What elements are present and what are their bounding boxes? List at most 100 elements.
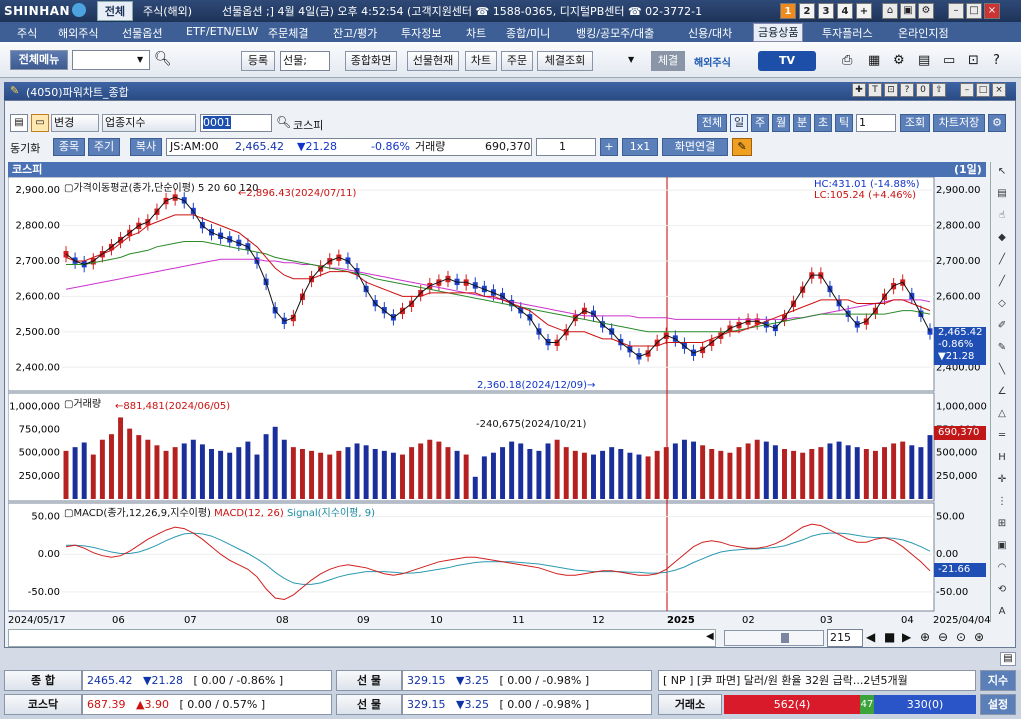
news-ticker[interactable]: [ NP ] [尹 파면] 달러/원 환율 32원 급락...2년5개월 [658, 670, 976, 691]
all-menu-button[interactable]: 전체메뉴 [10, 50, 68, 70]
fibonacci-icon[interactable]: ⋮ [997, 496, 1007, 507]
box-icon[interactable]: ▣ [997, 540, 1007, 551]
stop-icon[interactable]: ■ [884, 630, 896, 644]
screen-icon[interactable]: ▭ [943, 53, 956, 68]
zero-icon[interactable]: 0 [916, 83, 930, 97]
zoom-reset-icon[interactable]: ⊙ [956, 630, 967, 644]
brush-icon[interactable]: ✎ [997, 342, 1007, 353]
zoom-slider[interactable] [724, 630, 824, 646]
menu-item[interactable]: 투자플러스 [822, 27, 873, 40]
chevron-down-icon[interactable]: ▼ [137, 55, 144, 64]
chevron-down-icon[interactable]: ▼ [628, 55, 635, 64]
all-icon[interactable]: ◆ [998, 232, 1006, 243]
period-week[interactable]: 주 [751, 114, 769, 132]
sync-period-button[interactable]: 주기 [88, 138, 120, 156]
code-input[interactable]: 0001 [200, 114, 272, 132]
close-icon[interactable]: × [992, 83, 1006, 97]
sync-stock-button[interactable]: 종목 [53, 138, 85, 156]
menu-item[interactable]: 해외주식 [58, 27, 99, 40]
menu-item[interactable]: 금융상품 [753, 23, 804, 42]
maximize-icon[interactable]: □ [966, 3, 982, 19]
window-number-2[interactable]: 2 [799, 3, 815, 19]
search-icon[interactable]: 🔍︎ [276, 115, 292, 129]
link-screen-button[interactable]: 화면연결 [662, 138, 728, 156]
vline-icon[interactable]: H [998, 452, 1006, 463]
order-button[interactable]: 주문 [501, 51, 533, 71]
hline-icon[interactable]: ═ [998, 430, 1006, 441]
arc-icon[interactable]: ◠ [997, 562, 1007, 573]
overseas-stock-link[interactable]: 해외주식 [694, 58, 731, 69]
zoom-in-icon[interactable]: ⊕ [920, 630, 931, 644]
futures-select[interactable]: 선물; [280, 51, 330, 71]
index-button[interactable]: 지수 [980, 670, 1016, 691]
menu-item[interactable]: 신용/대차 [688, 27, 733, 40]
close-icon[interactable]: × [984, 3, 1000, 19]
period-month[interactable]: 월 [772, 114, 790, 132]
period-count-input[interactable]: 1 [856, 114, 896, 132]
menu-item[interactable]: 종합/미니 [506, 27, 551, 40]
tab-all[interactable]: 전체 [97, 1, 133, 21]
menu-item[interactable]: 온라인지점 [898, 27, 949, 40]
copy-button[interactable]: 복사 [130, 138, 162, 156]
save-chart-button[interactable]: 차트저장 [933, 114, 985, 132]
pin-icon[interactable]: ⇧ [932, 83, 946, 97]
arrow-icon[interactable]: ↖ [997, 166, 1007, 177]
zoom-fit-icon[interactable]: ⊛ [974, 630, 985, 644]
search-button[interactable]: 조회 [900, 114, 930, 132]
add-button[interactable]: + [600, 138, 618, 156]
contract-inquiry-button[interactable]: 체결조회 [537, 51, 593, 71]
change-select[interactable]: 변경 [51, 114, 99, 132]
futures-current-button[interactable]: 선물현재 [407, 51, 459, 71]
play-icon[interactable]: ▶ [902, 630, 912, 644]
period-day[interactable]: 일 [730, 114, 748, 132]
play-back-icon[interactable]: ◀ [866, 630, 876, 644]
search-icon[interactable]: 🔍︎ [154, 51, 172, 67]
count-select[interactable]: 1 [536, 138, 596, 156]
ray-icon[interactable]: ╲ [998, 364, 1006, 375]
cross-arrow-icon[interactable]: ✛ [997, 474, 1007, 485]
fixed-icon[interactable]: ⊡ [884, 83, 898, 97]
gear-icon[interactable]: ⚙ [893, 53, 905, 68]
menu-item[interactable]: 잔고/평가 [333, 27, 378, 40]
contract-button[interactable]: 체결 [651, 51, 685, 71]
gear-icon[interactable]: ⚙ [988, 114, 1006, 132]
printer-icon[interactable]: ⎙ [842, 53, 853, 68]
menu-item[interactable]: 선물옵션 [122, 27, 163, 40]
line-icon[interactable]: ╱ [998, 254, 1006, 265]
crosshair-icon[interactable]: ▤ [997, 188, 1007, 199]
trendline-icon[interactable]: ╱ [998, 276, 1006, 287]
triangle-icon[interactable]: △ [998, 408, 1006, 419]
menu-item[interactable]: ETF/ETN/ELW [186, 25, 259, 38]
zoom-out-icon[interactable]: ⊖ [938, 630, 949, 644]
angle-icon[interactable]: ∠ [997, 386, 1007, 397]
template-icon[interactable]: T [868, 83, 882, 97]
pointer-icon[interactable]: ☝ [998, 210, 1006, 221]
layout-1x1-button[interactable]: 1x1 [622, 138, 658, 156]
category-select[interactable]: 업종지수 [102, 114, 196, 132]
help-icon[interactable]: ? [900, 83, 914, 97]
menu-item[interactable]: 차트 [466, 27, 487, 40]
scroll-left-icon[interactable]: ◀ [706, 631, 714, 642]
eraser-icon[interactable]: ◇ [998, 298, 1006, 309]
period-tick[interactable]: 틱 [835, 114, 853, 132]
combined-screen-button[interactable]: 종합화면 [345, 51, 397, 71]
text-icon[interactable]: A [998, 606, 1006, 617]
slider-thumb[interactable] [781, 633, 789, 643]
minimize-icon[interactable]: – [960, 83, 974, 97]
tab-overseas-stock[interactable]: 주식(해외) [143, 5, 193, 18]
window-number-1[interactable]: 1 [780, 3, 796, 19]
register-button[interactable]: 등록 [241, 51, 275, 71]
zoom-count-input[interactable]: 215 [827, 629, 863, 647]
window-number-3[interactable]: 3 [818, 3, 834, 19]
settings-button[interactable]: 설정 [980, 694, 1016, 715]
calculator-icon[interactable]: ▦ [868, 53, 881, 68]
menu-item[interactable]: 투자정보 [401, 27, 442, 40]
grid-icon[interactable]: ▤ [918, 53, 931, 68]
menu-item[interactable]: 주식 [17, 27, 38, 40]
tv-button[interactable]: TV [758, 51, 816, 71]
cycle-icon[interactable]: ⟲ [997, 584, 1007, 595]
menu-item[interactable]: 뱅킹/공모주/대출 [576, 27, 655, 40]
settings-icon[interactable]: ⚙ [918, 3, 934, 19]
move-icon[interactable]: ✚ [852, 83, 866, 97]
fan-icon[interactable]: ⊞ [997, 518, 1007, 529]
